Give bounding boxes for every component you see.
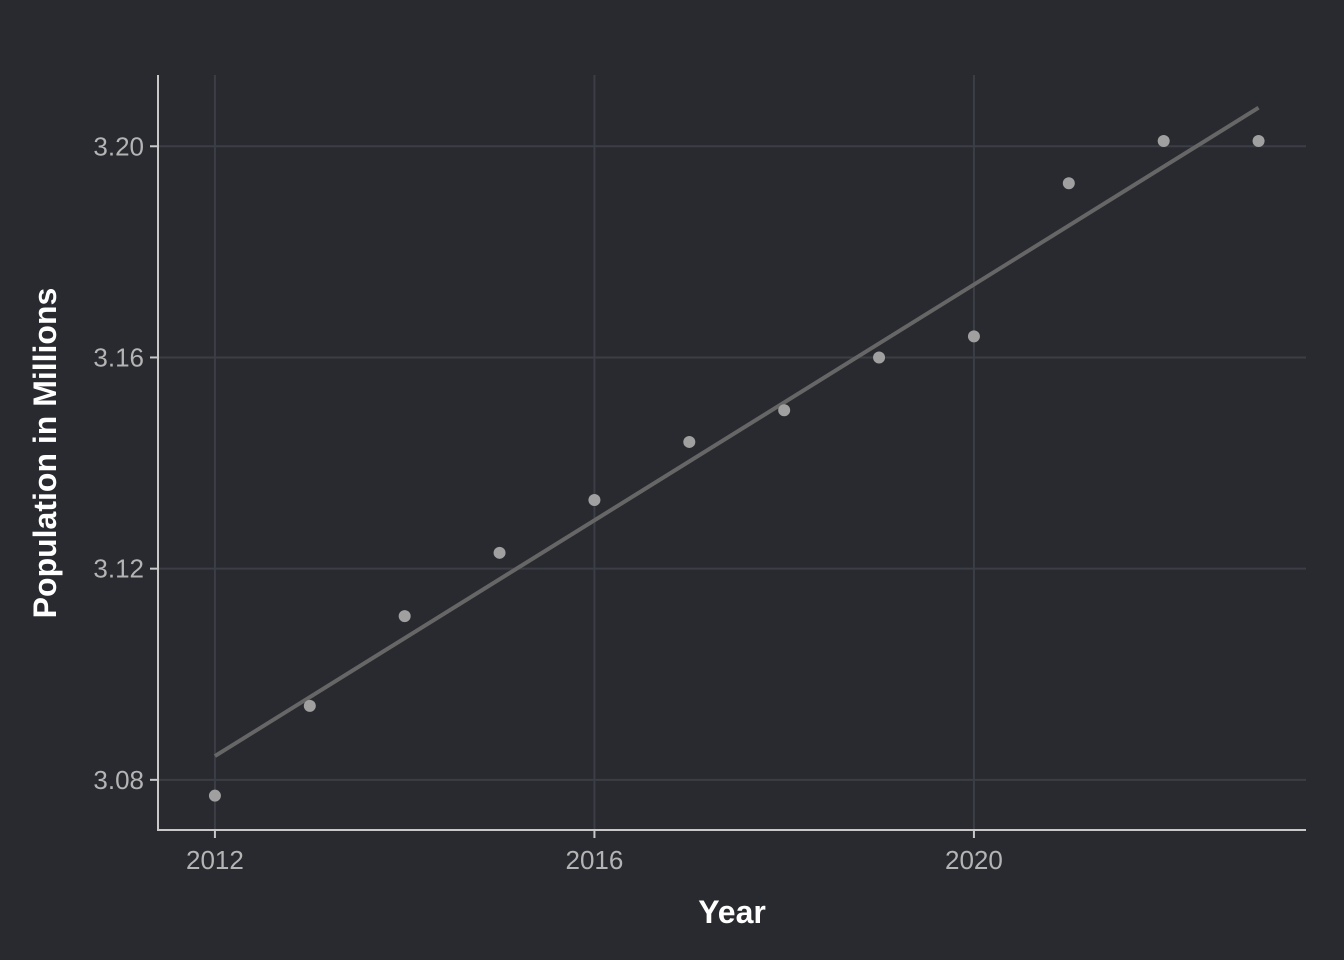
data-point	[1062, 177, 1075, 190]
data-point	[398, 610, 411, 623]
x-tick-label: 2016	[566, 845, 624, 875]
data-point	[1252, 134, 1265, 147]
data-point	[303, 699, 316, 712]
data-points	[208, 134, 1265, 802]
grid-lines	[158, 75, 1306, 830]
x-axis-title: Year	[698, 894, 766, 930]
data-point	[493, 546, 506, 559]
trend-line-layer	[213, 106, 1260, 758]
data-point	[683, 435, 696, 448]
x-tick-label: 2020	[945, 845, 1003, 875]
y-tick-label: 3.08	[93, 765, 144, 795]
y-tick-label: 3.12	[93, 554, 144, 584]
data-point	[1157, 134, 1170, 147]
x-tick-label: 2012	[186, 845, 244, 875]
data-point	[873, 351, 886, 364]
data-point	[208, 789, 221, 802]
y-axis-title: Population in Millions	[27, 288, 63, 619]
tick-labels: 2012 2016 2020 3.08 3.12 3.16 3.20	[93, 131, 1002, 875]
y-tick-label: 3.20	[93, 131, 144, 161]
data-point	[778, 404, 791, 417]
data-point	[588, 494, 601, 507]
data-point	[967, 330, 980, 343]
axes	[150, 75, 1306, 838]
y-tick-label: 3.16	[93, 342, 144, 372]
trend-line	[213, 106, 1260, 758]
